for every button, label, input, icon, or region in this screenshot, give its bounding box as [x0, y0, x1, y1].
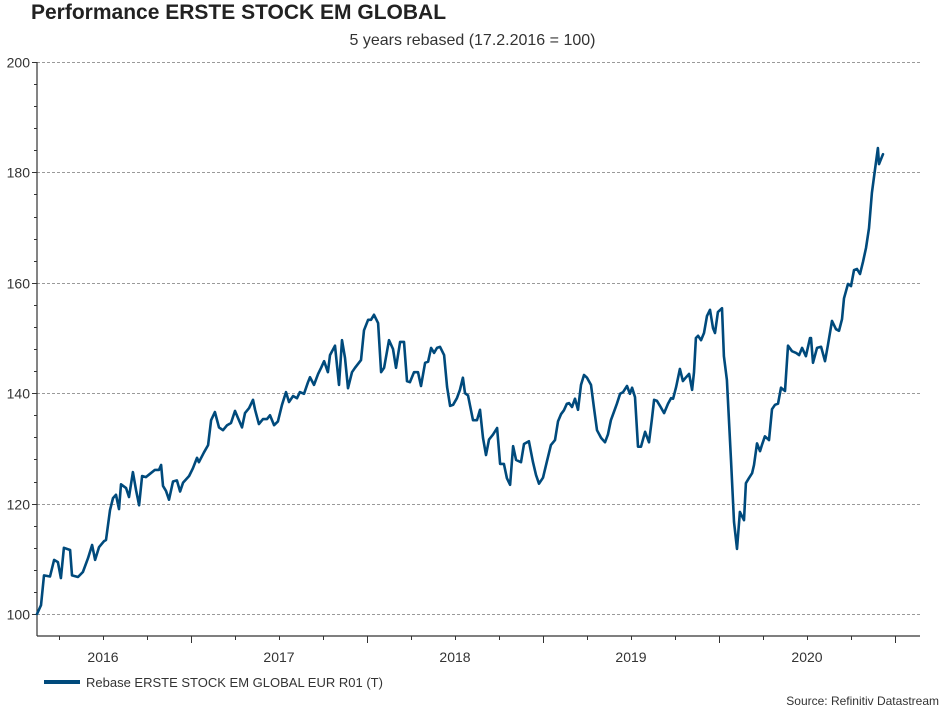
gridlines	[37, 62, 920, 615]
legend-label: Rebase ERSTE STOCK EM GLOBAL EUR R01 (T)	[86, 674, 383, 690]
y-tick-label: 180	[7, 165, 31, 181]
x-tick-label: 2016	[87, 649, 118, 665]
y-tick-label: 160	[7, 276, 31, 292]
y-tick-label: 140	[7, 386, 31, 402]
chart-subtitle-text: 5 years rebased (17.2.2016 = 100)	[349, 32, 596, 49]
legend: Rebase ERSTE STOCK EM GLOBAL EUR R01 (T)	[44, 673, 383, 691]
x-tick-label: 2018	[439, 649, 470, 665]
series-line	[35, 146, 885, 616]
series-layer	[35, 146, 885, 616]
y-tick-label: 200	[7, 55, 31, 71]
y-ticks: 100 120 140 160 180 200	[7, 55, 37, 623]
x-ticks: 2016 2017 2018 2019 2020	[59, 636, 896, 665]
chart-title: Performance ERSTE STOCK EM GLOBAL	[31, 1, 447, 24]
x-tick-label: 2017	[263, 649, 294, 665]
y-tick-label: 120	[7, 497, 31, 513]
legend-swatch	[44, 680, 80, 684]
x-tick-label: 2020	[791, 649, 822, 665]
x-tick-label: 2019	[615, 649, 646, 665]
y-tick-label: 100	[7, 607, 31, 623]
source-note: Source: Refinitiv Datastream	[786, 694, 939, 708]
chart-subtitle: 5 years rebased (17.2.2016 = 100)	[0, 32, 945, 50]
